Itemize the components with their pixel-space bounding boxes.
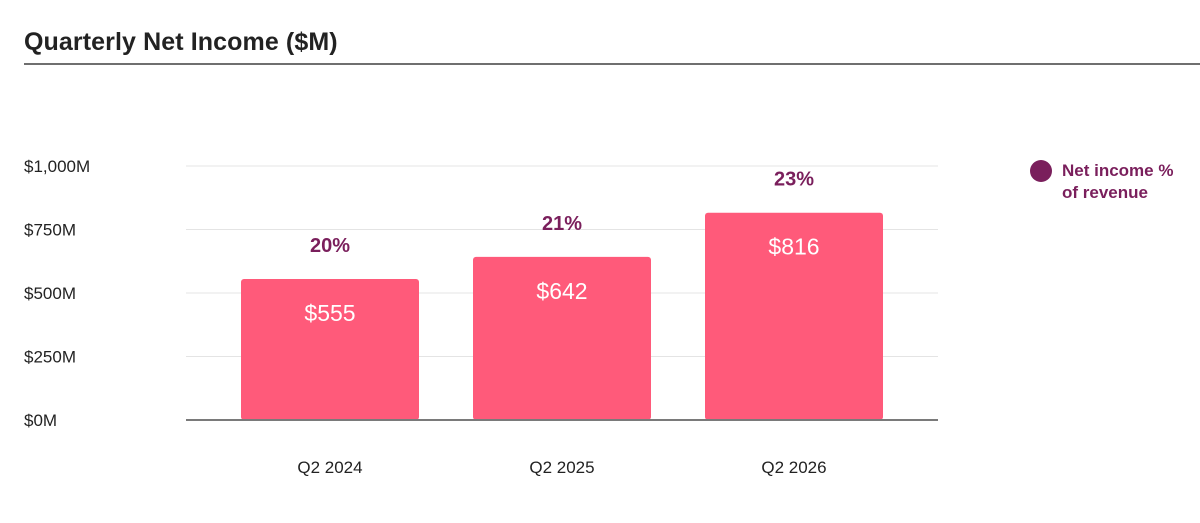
bar-value-label: $816 [768,234,819,260]
bars [241,212,883,420]
y-tick-label: $250M [24,348,76,367]
percent-of-revenue-label: 20% [310,235,350,257]
x-tick-label: Q2 2025 [529,458,594,477]
bar [473,256,651,420]
y-tick-label: $1,000M [24,157,90,176]
bar-chart: $0M $250M $500M $750M $1,000M $555 20% $642 21%… [24,157,938,477]
data-labels: $555 20% $642 21% $816 23% [304,169,819,326]
x-axis-categories: Q2 2024 Q2 2025 Q2 2026 [297,458,826,477]
y-tick-label: $0M [24,411,57,430]
x-tick-label: Q2 2024 [297,458,362,477]
legend-label: Net income % of revenue [1062,161,1174,202]
bar-value-label: $642 [536,278,587,304]
bar [705,212,883,420]
x-tick-label: Q2 2026 [761,458,826,477]
title-divider [24,63,1200,65]
percent-of-revenue-label: 21% [542,213,582,235]
percent-of-revenue-label: 23% [774,169,814,191]
y-tick-label: $500M [24,284,76,303]
y-tick-label: $750M [24,221,76,240]
legend: Net income % of revenue [1030,160,1182,204]
bar [241,279,419,420]
page-title: Quarterly Net Income ($M) [24,28,338,56]
legend-marker-icon [1030,160,1052,182]
y-axis-ticks: $0M $250M $500M $750M $1,000M [24,157,90,430]
bar-value-label: $555 [304,300,355,326]
